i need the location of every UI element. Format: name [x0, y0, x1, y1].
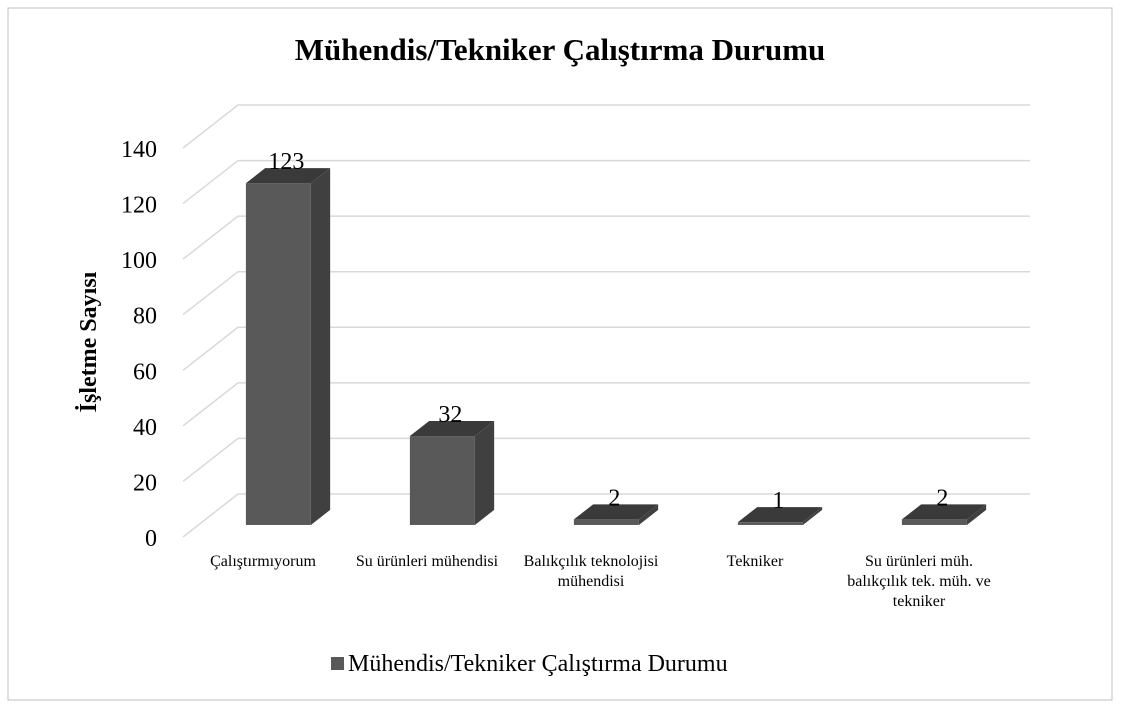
bar-top	[901, 504, 987, 520]
grid-line	[182, 270, 1030, 316]
value-label: 2	[608, 485, 620, 511]
y-tick-label: 140	[121, 137, 157, 163]
x-tick-label: Su ürünleri müh. balıkçılık tek. müh. ve…	[847, 553, 991, 610]
y-tick-label: 80	[133, 304, 157, 330]
value-label: 32	[438, 402, 462, 428]
bar	[573, 519, 639, 525]
y-tick-label: 40	[133, 415, 157, 441]
grid-line	[182, 326, 1030, 371]
x-tick-label: Tekniker	[726, 553, 784, 570]
value-label: 2	[936, 485, 948, 511]
grid-line	[182, 104, 1030, 149]
bar-side	[802, 507, 823, 525]
y-tick-label: 60	[133, 359, 157, 385]
bar	[245, 183, 311, 525]
y-tick-label: 100	[121, 248, 157, 274]
bar-top	[737, 507, 823, 523]
y-axis-title: İşletme Sayısı	[76, 271, 102, 412]
bar-top	[573, 504, 659, 520]
value-label: 123	[268, 149, 304, 175]
y-tick-label: 0	[145, 526, 157, 552]
grid-line	[182, 215, 1030, 260]
value-label: 1	[772, 488, 784, 514]
bar	[409, 436, 475, 525]
legend-swatch	[331, 657, 344, 670]
bar	[737, 522, 803, 525]
y-tick-label: 20	[133, 470, 157, 496]
x-tick-label: Su ürünleri mühendisi	[355, 553, 499, 570]
bar-side	[966, 504, 987, 525]
grid-line	[182, 382, 1030, 427]
y-tick-label: 120	[121, 193, 157, 219]
bar-top	[245, 168, 331, 184]
bar	[901, 519, 967, 525]
bar-side	[638, 504, 659, 525]
bar-side	[310, 168, 331, 525]
x-tick-label: Balıkçılık teknolojisi mühendisi	[523, 553, 659, 590]
bar-side	[474, 420, 495, 525]
x-tick-label: Çalıştırmıyorum	[210, 553, 316, 570]
grid-line	[182, 437, 1030, 483]
bar-top	[409, 420, 495, 437]
legend-label: Mühendis/Tekniker Çalıştırma Durumu	[348, 651, 728, 677]
grid-line	[182, 493, 1030, 538]
grid-line	[182, 159, 1030, 205]
chart-border	[7, 7, 1113, 701]
chart-title: Mühendis/Tekniker Çalıştırma Durumu	[295, 32, 826, 67]
